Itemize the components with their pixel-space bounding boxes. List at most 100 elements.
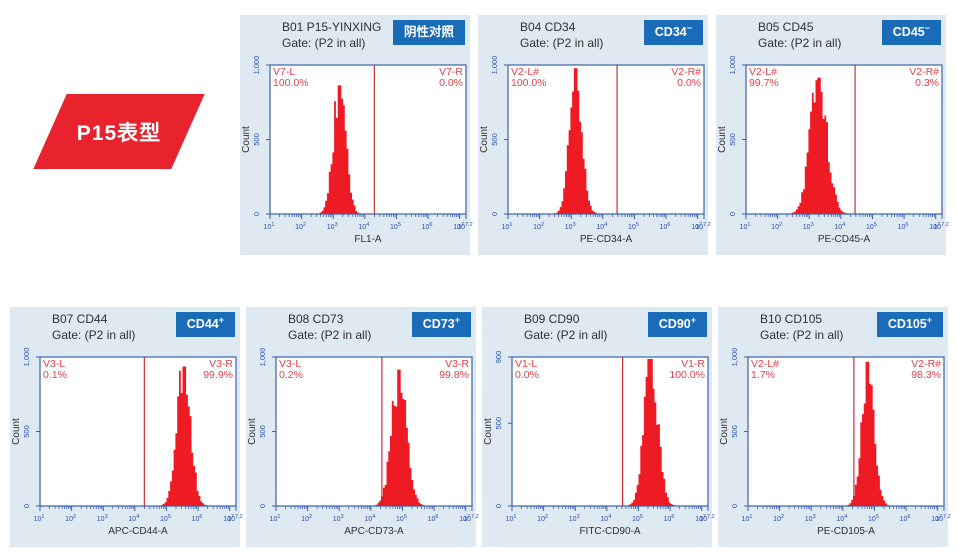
x-tick-label: 107: [459, 514, 470, 523]
left-region-pct: 0.2%: [279, 369, 303, 381]
marker-badge: CD34−: [643, 20, 703, 45]
panel-titles: B08 CD73 Gate: (P2 in all): [288, 312, 371, 343]
right-region-pct: 0.0%: [677, 77, 701, 89]
x-axis-title: PE-CD34-A: [580, 234, 633, 245]
marker-badge: CD90+: [647, 312, 707, 337]
badge-label: CD90: [658, 317, 691, 331]
x-tick-label: 103: [333, 514, 344, 523]
panel-gate-label: Gate: (P2 in all): [758, 35, 842, 50]
y-tick-label: 500: [730, 425, 739, 438]
panel-gate-label: Gate: (P2 in all): [520, 35, 604, 50]
y-tick-label: 1,000: [728, 56, 737, 75]
x-tick-label: 102: [301, 514, 312, 523]
y-tick-label: 500: [258, 425, 267, 438]
marker-badge: CD44+: [175, 312, 235, 337]
flow-panel-cd73: B08 CD73 Gate: (P2 in all) CD73+ 0 500 1,0…: [246, 307, 479, 547]
histogram-plot: 0 500 1,000 Count 101 102 103 104 105 106 107107.2…: [11, 348, 243, 537]
flow-panel-cd44: B07 CD44 Gate: (P2 in all) CD44+ 0 500 1,0…: [10, 307, 243, 547]
histogram-plot: 0 500 1,000 Count 101 102 103 104 105 106 107107.2…: [247, 348, 479, 537]
y-tick-label: 1,000: [258, 348, 267, 367]
left-region-pct: 0.0%: [515, 369, 539, 381]
panel-titles: B10 CD105 Gate: (P2 in all): [760, 312, 843, 343]
left-region-name: V2-L#: [751, 358, 779, 370]
marker-badge: CD73+: [411, 312, 471, 337]
y-tick-label: 0: [730, 504, 739, 508]
plot-area: [747, 356, 945, 507]
panel-gate-label: Gate: (P2 in all): [288, 327, 372, 342]
right-region-pct: 100.0%: [669, 369, 705, 381]
right-region-name: V2-R#: [909, 66, 939, 78]
y-axis-title: Count: [717, 126, 728, 153]
ribbon-label: P15表型: [76, 121, 162, 145]
panel-titles: B04 CD34 Gate: (P2 in all): [520, 20, 603, 51]
x-tick-label: 105: [868, 514, 879, 523]
x-tick-label: 106: [428, 514, 439, 523]
badge-label: CD45: [892, 25, 925, 39]
flow-panel-cd90: B09 CD90 Gate: (P2 in all) CD90+ 0 500 900…: [482, 307, 715, 547]
marker-badge: CD45−: [881, 20, 941, 45]
panel-title: B09 CD90: [524, 312, 580, 326]
x-tick-label: 103: [803, 222, 814, 231]
x-tick-label: 107.2: [457, 222, 472, 231]
y-tick-label: 0: [258, 504, 267, 508]
badge-sign: +: [454, 314, 460, 325]
panel-title: B01 P15-YINXING: [282, 20, 382, 34]
right-region-pct: 0.3%: [915, 77, 939, 89]
panel-titles: B09 CD90 Gate: (P2 in all): [524, 312, 607, 343]
x-axis-title: PE-CD45-A: [818, 234, 871, 245]
y-tick-label: 500: [22, 425, 31, 438]
x-tick-label: 102: [537, 514, 548, 523]
x-tick-label: 107: [929, 222, 940, 231]
badge-sign: +: [218, 314, 224, 325]
histogram-plot: 0 500 1,000 Count 101 102 103 104 105 106 107107.2…: [717, 56, 949, 245]
badge-sign: −: [924, 22, 930, 33]
y-tick-label: 500: [728, 133, 737, 146]
panel-title: B05 CD45: [758, 20, 814, 34]
x-tick-label: 106: [192, 514, 203, 523]
y-tick-label: 500: [252, 133, 261, 146]
x-tick-label: 106: [898, 222, 909, 231]
x-tick-label: 105: [866, 222, 877, 231]
x-tick-label: 103: [805, 514, 816, 523]
x-tick-label: 105: [160, 514, 171, 523]
panel-gate-label: Gate: (P2 in all): [52, 327, 136, 342]
x-axis-title: APC-CD73-A: [344, 526, 404, 537]
right-region-pct: 98.3%: [911, 369, 941, 381]
x-tick-label: 101: [34, 514, 45, 523]
panel-gate-label: Gate: (P2 in all): [760, 327, 844, 342]
y-tick-label: 1,000: [22, 348, 31, 367]
x-axis-title: PE-CD105-A: [817, 526, 875, 537]
histogram-plot: 0 500 1,000 Count 101 102 103 104 105 106 107107.2…: [241, 56, 473, 245]
y-tick-label: 1,000: [730, 348, 739, 367]
x-tick-label: 102: [533, 222, 544, 231]
x-tick-label: 107.2: [935, 514, 950, 523]
p15-phenotype-ribbon: P15表型: [33, 94, 205, 169]
left-region-pct: 1.7%: [751, 369, 775, 381]
plot-area: [507, 64, 705, 215]
x-tick-label: 102: [65, 514, 76, 523]
y-tick-label: 500: [490, 133, 499, 146]
x-tick-label: 105: [632, 514, 643, 523]
badge-label: CD34: [654, 25, 687, 39]
y-tick-label: 0: [252, 212, 261, 216]
left-region-pct: 100.0%: [273, 77, 309, 89]
y-tick-label: 0: [728, 212, 737, 216]
y-axis-title: Count: [719, 418, 730, 445]
x-tick-label: 104: [358, 222, 369, 231]
right-region-name: V1-R: [681, 358, 705, 370]
right-region-name: V3-R: [209, 358, 233, 370]
y-tick-label: 1,000: [252, 56, 261, 75]
x-tick-label: 101: [270, 514, 281, 523]
y-tick-label: 0: [490, 212, 499, 216]
left-region-name: V2-L#: [511, 66, 539, 78]
x-tick-label: 102: [771, 222, 782, 231]
panel-gate-label: Gate: (P2 in all): [282, 35, 366, 50]
plot-area: [269, 64, 467, 215]
x-tick-label: 107.2: [699, 514, 714, 523]
y-tick-label: 900: [494, 351, 503, 364]
flow-panel-cd45: B05 CD45 Gate: (P2 in all) CD45− 0 500 1,0…: [716, 15, 949, 255]
x-tick-label: 106: [900, 514, 911, 523]
plot-area: [39, 356, 237, 507]
x-tick-label: 107.2: [933, 222, 948, 231]
y-axis-title: Count: [479, 126, 490, 153]
